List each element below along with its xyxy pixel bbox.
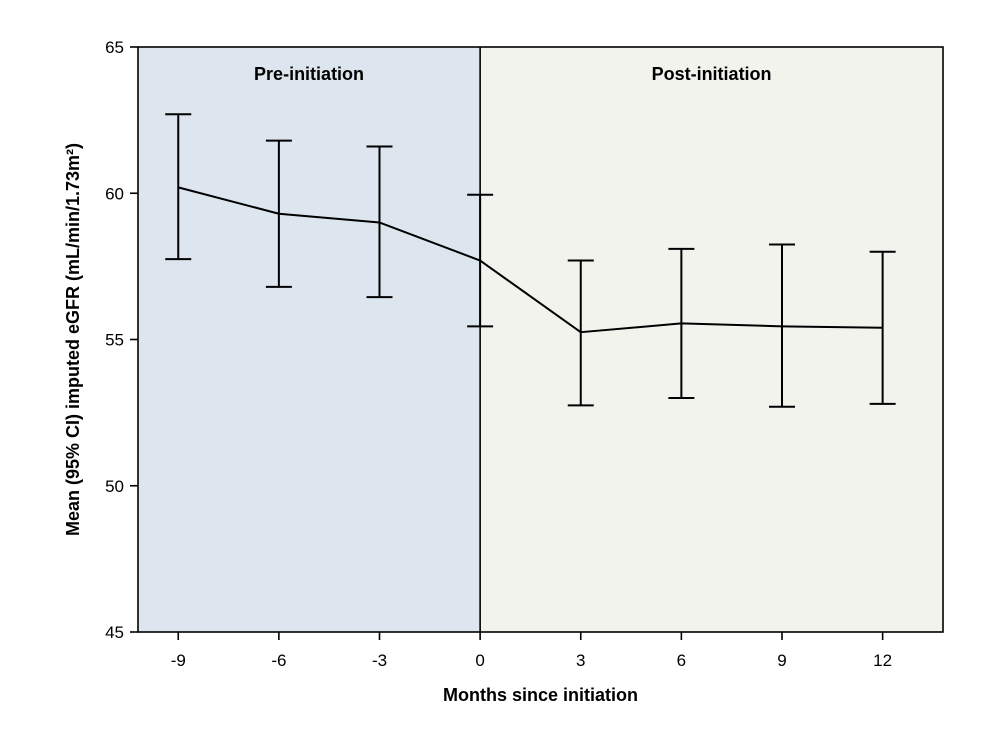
y-tick-label: 65 — [105, 38, 124, 57]
x-tick-label: -9 — [171, 651, 186, 670]
x-tick-label: 12 — [873, 651, 892, 670]
y-tick-label: 55 — [105, 331, 124, 350]
y-tick-label: 60 — [105, 184, 124, 203]
x-tick-label: 0 — [475, 651, 484, 670]
x-axis-title: Months since initiation — [443, 685, 638, 705]
series-lines — [177, 186, 883, 334]
region-pre — [138, 47, 481, 632]
region-label: Post-initiation — [652, 64, 772, 84]
y-axis: 45 50 55 60 65 — [105, 38, 138, 642]
region-labels: Pre-initiation Post-initiation — [254, 64, 772, 84]
x-tick-label: -6 — [271, 651, 286, 670]
region-post — [480, 47, 943, 632]
y-axis-title: Mean (95% CI) imputed eGFR (mL/min/1.73m… — [63, 143, 83, 536]
y-tick-label: 45 — [105, 623, 124, 642]
x-tick-label: 9 — [777, 651, 786, 670]
shaded-regions — [138, 47, 943, 632]
mean-egfr-line — [177, 186, 883, 334]
x-tick-label: 3 — [576, 651, 585, 670]
x-axis: -9 -6 -3 0 3 6 9 12 — [171, 632, 892, 670]
x-tick-label: -3 — [372, 651, 387, 670]
region-label: Pre-initiation — [254, 64, 364, 84]
y-tick-label: 50 — [105, 477, 124, 496]
x-tick-label: 6 — [677, 651, 686, 670]
